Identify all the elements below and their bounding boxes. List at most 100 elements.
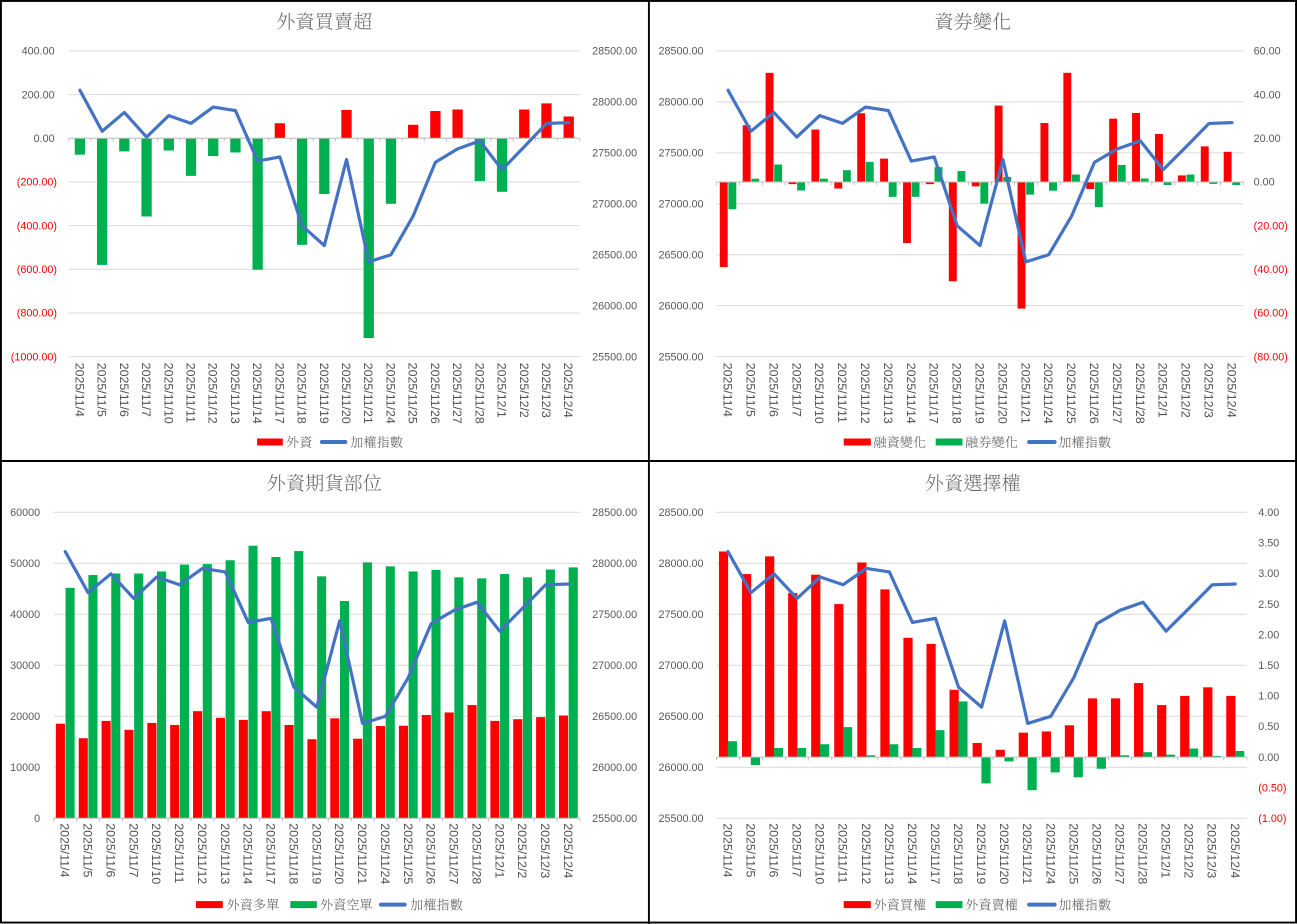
svg-text:2025/11/5: 2025/11/5 — [743, 823, 757, 877]
svg-text:2025/11/19: 2025/11/19 — [973, 363, 987, 424]
svg-text:2025/11/28: 2025/11/28 — [469, 823, 483, 884]
svg-text:2025/11/13: 2025/11/13 — [218, 823, 232, 884]
svg-text:2025/12/3: 2025/12/3 — [1205, 823, 1219, 878]
svg-text:2025/11/12: 2025/11/12 — [859, 823, 873, 884]
svg-text:26500.00: 26500.00 — [658, 249, 703, 261]
svg-text:28000.00: 28000.00 — [592, 558, 637, 570]
svg-text:25500.00: 25500.00 — [592, 813, 637, 825]
svg-text:2025/11/26: 2025/11/26 — [424, 823, 438, 884]
svg-text:40000: 40000 — [10, 609, 40, 621]
svg-text:26500.00: 26500.00 — [658, 711, 703, 723]
svg-text:2025/12/4: 2025/12/4 — [561, 823, 575, 878]
svg-text:27000.00: 27000.00 — [658, 199, 703, 211]
svg-text:2025/11/18: 2025/11/18 — [950, 363, 964, 424]
svg-text:0.00: 0.00 — [34, 133, 55, 145]
svg-text:2025/11/7: 2025/11/7 — [789, 363, 803, 417]
svg-text:2025/11/7: 2025/11/7 — [790, 823, 804, 877]
svg-text:2025/11/17: 2025/11/17 — [927, 363, 941, 424]
svg-text:2025/11/11: 2025/11/11 — [836, 823, 850, 883]
svg-text:28500.00: 28500.00 — [658, 507, 703, 519]
svg-text:28500.00: 28500.00 — [592, 46, 637, 58]
svg-text:2025/11/10: 2025/11/10 — [149, 823, 163, 884]
svg-text:2025/11/25: 2025/11/25 — [406, 363, 420, 424]
svg-text:2025/11/6: 2025/11/6 — [103, 823, 117, 877]
svg-text:2025/11/7: 2025/11/7 — [126, 823, 140, 877]
svg-text:2025/12/3: 2025/12/3 — [538, 823, 552, 878]
svg-text:2025/11/21: 2025/11/21 — [361, 363, 375, 424]
svg-text:26000.00: 26000.00 — [658, 300, 703, 312]
svg-text:(200.00): (200.00) — [17, 177, 57, 189]
svg-text:2025/11/21: 2025/11/21 — [1020, 823, 1034, 884]
svg-text:2025/11/4: 2025/11/4 — [720, 823, 734, 877]
svg-text:2025/11/28: 2025/11/28 — [1133, 363, 1147, 424]
svg-text:27500.00: 27500.00 — [658, 148, 703, 160]
svg-text:200.00: 200.00 — [22, 89, 55, 101]
svg-text:2025/11/12: 2025/11/12 — [195, 823, 209, 884]
svg-text:2025/11/24: 2025/11/24 — [383, 363, 397, 424]
svg-text:(60.00): (60.00) — [1254, 308, 1288, 320]
svg-text:(1000.00): (1000.00) — [11, 351, 57, 363]
svg-text:2025/11/18: 2025/11/18 — [295, 363, 309, 424]
svg-text:25500.00: 25500.00 — [658, 813, 703, 825]
svg-text:2025/11/25: 2025/11/25 — [401, 823, 415, 884]
svg-text:2025/11/27: 2025/11/27 — [447, 823, 461, 884]
svg-text:2025/11/20: 2025/11/20 — [332, 823, 346, 884]
svg-text:25500.00: 25500.00 — [658, 351, 703, 363]
svg-text:2025/11/10: 2025/11/10 — [813, 823, 827, 884]
svg-text:28000.00: 28000.00 — [592, 97, 637, 109]
svg-text:2025/11/6: 2025/11/6 — [766, 363, 780, 417]
svg-text:2025/11/4: 2025/11/4 — [721, 363, 735, 417]
svg-text:2025/11/20: 2025/11/20 — [997, 823, 1011, 884]
svg-text:27500.00: 27500.00 — [592, 148, 637, 160]
svg-text:4.00: 4.00 — [1258, 507, 1279, 519]
svg-text:27500.00: 27500.00 — [658, 609, 703, 621]
svg-text:2025/11/26: 2025/11/26 — [428, 363, 442, 424]
svg-text:20000: 20000 — [10, 711, 40, 723]
svg-text:2025/12/2: 2025/12/2 — [1182, 823, 1196, 878]
svg-text:2025/11/5: 2025/11/5 — [95, 363, 109, 417]
svg-text:30000: 30000 — [10, 660, 40, 672]
svg-text:2025/11/14: 2025/11/14 — [250, 363, 264, 424]
svg-text:2025/11/17: 2025/11/17 — [272, 363, 286, 424]
svg-text:2025/12/3: 2025/12/3 — [539, 363, 553, 418]
svg-text:(400.00): (400.00) — [17, 220, 57, 232]
svg-text:26500.00: 26500.00 — [592, 249, 637, 261]
svg-text:27500.00: 27500.00 — [592, 609, 637, 621]
svg-text:2025/12/4: 2025/12/4 — [561, 363, 575, 418]
svg-text:60000: 60000 — [10, 507, 40, 519]
svg-text:2025/11/18: 2025/11/18 — [951, 823, 965, 884]
svg-text:25500.00: 25500.00 — [592, 351, 637, 363]
svg-text:2025/11/14: 2025/11/14 — [904, 363, 918, 424]
svg-text:2025/11/10: 2025/11/10 — [812, 363, 826, 424]
svg-text:(40.00): (40.00) — [1254, 264, 1288, 276]
svg-text:2025/11/19: 2025/11/19 — [309, 823, 323, 884]
svg-text:(600.00): (600.00) — [17, 264, 57, 276]
svg-text:2025/11/12: 2025/11/12 — [858, 363, 872, 424]
svg-text:3.50: 3.50 — [1258, 538, 1279, 550]
svg-text:2025/11/24: 2025/11/24 — [378, 823, 392, 884]
svg-text:60.00: 60.00 — [1254, 46, 1281, 58]
svg-text:2025/11/21: 2025/11/21 — [355, 823, 369, 884]
svg-text:2025/11/27: 2025/11/27 — [450, 363, 464, 424]
svg-text:2025/11/25: 2025/11/25 — [1064, 363, 1078, 424]
svg-text:2025/12/4: 2025/12/4 — [1228, 823, 1242, 878]
svg-text:0.00: 0.00 — [1258, 752, 1279, 764]
svg-text:28000.00: 28000.00 — [658, 558, 703, 570]
svg-text:2025/11/11: 2025/11/11 — [172, 823, 186, 883]
svg-text:2025/11/12: 2025/11/12 — [206, 363, 220, 424]
svg-text:2025/11/26: 2025/11/26 — [1089, 823, 1103, 884]
svg-text:2025/11/11: 2025/11/11 — [835, 363, 849, 423]
svg-text:2025/12/2: 2025/12/2 — [517, 363, 531, 418]
svg-text:27000.00: 27000.00 — [592, 199, 637, 211]
svg-text:0.00: 0.00 — [1254, 177, 1275, 189]
svg-text:2025/11/11: 2025/11/11 — [184, 363, 198, 423]
svg-text:2025/11/5: 2025/11/5 — [743, 363, 757, 417]
svg-text:2025/12/1: 2025/12/1 — [495, 363, 509, 418]
svg-text:2025/11/19: 2025/11/19 — [317, 363, 331, 424]
svg-text:2025/11/4: 2025/11/4 — [58, 823, 72, 877]
svg-text:26500.00: 26500.00 — [592, 711, 637, 723]
svg-text:2025/11/20: 2025/11/20 — [995, 363, 1009, 424]
svg-text:26000.00: 26000.00 — [592, 300, 637, 312]
svg-text:27000.00: 27000.00 — [658, 660, 703, 672]
svg-text:(20.00): (20.00) — [1254, 220, 1288, 232]
